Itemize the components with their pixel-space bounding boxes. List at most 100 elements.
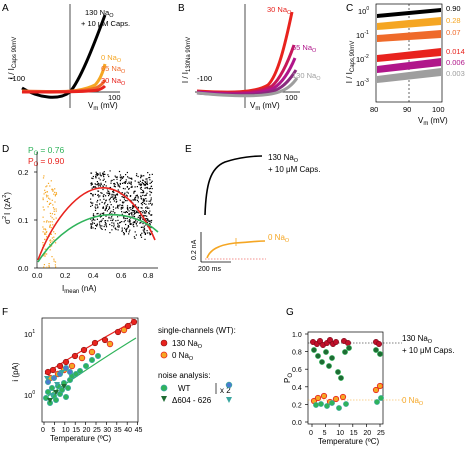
panel-d-scatter-point bbox=[124, 212, 126, 214]
panel-d-scatter-point bbox=[109, 223, 111, 226]
panel-d-scatter-point bbox=[96, 223, 98, 225]
panel-f-point-wt bbox=[89, 356, 96, 363]
panel-f-xticks: 0 5 10 15 20 25 30 35 40 45 bbox=[41, 422, 142, 434]
panel-d-scatter-point bbox=[122, 187, 124, 190]
panel-d-scatter-point bbox=[143, 198, 145, 200]
panel-d-scatter-point bbox=[117, 216, 119, 218]
panel-d-scatter-point bbox=[94, 193, 96, 195]
panel-d-scatter-point bbox=[114, 212, 116, 214]
panel-d-scatter-point bbox=[144, 180, 146, 183]
panel-c-letter: C bbox=[346, 3, 353, 14]
panel-d-scatter-point bbox=[131, 213, 133, 215]
panel-g-ytick-label: 1.0 bbox=[292, 332, 302, 339]
panel-d-scatter-point bbox=[92, 194, 94, 196]
panel-d-scatter-point-0na bbox=[48, 263, 50, 265]
panel-d-scatter-point bbox=[151, 188, 153, 190]
panel-c-ylabel: I / ICaps,90mV bbox=[345, 41, 356, 83]
panel-d-scatter-point bbox=[109, 211, 111, 214]
panel-d-scatter-point-0na bbox=[55, 242, 57, 244]
panel-c-ytick-1: 10-1 bbox=[356, 30, 369, 40]
panel-e-letter: E bbox=[185, 144, 192, 155]
panel-d-scatter-point bbox=[115, 228, 117, 231]
panel-g-ytick-label: 0.6 bbox=[292, 367, 302, 374]
panel-d-scatter-point bbox=[151, 180, 153, 182]
panel-d-scatter-point bbox=[98, 177, 100, 179]
panel-d-letter: D bbox=[2, 144, 9, 155]
panel-d-scatter-point bbox=[149, 202, 152, 204]
panel-d-scatter-point bbox=[98, 183, 100, 185]
panel-f-legend-x2-tri bbox=[226, 397, 232, 403]
panel-d-scatter-point bbox=[151, 204, 153, 206]
panel-d-scatter-point bbox=[130, 183, 132, 185]
panel-d-scatter-point bbox=[104, 229, 106, 231]
panel-d-scatter-point-0na bbox=[42, 231, 44, 233]
panel-d-scatter-point bbox=[119, 199, 121, 201]
panel-d-scatter-point bbox=[108, 199, 110, 201]
panel-d-scatter-point bbox=[130, 181, 132, 183]
panel-d-scatter-point bbox=[97, 190, 99, 192]
panel-f-xtick-label: 15 bbox=[72, 427, 80, 434]
panel-d-scatter-point bbox=[90, 205, 92, 207]
panel-d-scatter-point bbox=[148, 177, 150, 179]
panel-d-scatter-point bbox=[108, 190, 110, 193]
panel-d-scatter-point bbox=[133, 192, 135, 194]
panel-d-scatter-point bbox=[100, 215, 102, 217]
panel-a-label-0na: 0 NaO bbox=[101, 53, 122, 64]
panel-f-point-wt bbox=[49, 384, 56, 391]
panel-d-scatter-point bbox=[128, 210, 130, 212]
panel-d-scatter-point bbox=[144, 238, 146, 240]
panel-f-point-del-x2 bbox=[49, 393, 55, 398]
panel-d-scatter-point bbox=[103, 173, 105, 175]
panel-f-point-130na bbox=[71, 352, 79, 360]
panel-f-point-wt bbox=[95, 352, 102, 359]
panel-d-scatter-point-0na bbox=[55, 266, 57, 268]
panel-d-scatter-point bbox=[125, 174, 127, 176]
panel-d-scatter-point bbox=[126, 200, 128, 202]
panel-d-scatter-point bbox=[91, 182, 93, 184]
panel-d-scatter-point bbox=[132, 205, 134, 207]
panel-d-scatter-point bbox=[140, 174, 142, 176]
panel-d-scatter-point-0na bbox=[51, 199, 53, 201]
panel-d-scatter-point bbox=[110, 204, 112, 206]
panel-d-scatter-point-0na bbox=[49, 240, 51, 242]
panel-f-xtick-label: 10 bbox=[62, 427, 70, 434]
panel-d-scatter-point bbox=[143, 230, 145, 232]
panel-g-point-noise-0na bbox=[374, 399, 380, 405]
panel-d-scatter-point-0na bbox=[51, 213, 53, 215]
panel-d-scatter-point-0na bbox=[49, 243, 51, 245]
panel-d-scatter-point bbox=[100, 183, 102, 186]
panel-d-scatter-point bbox=[121, 211, 123, 213]
panel-d-scatter-point bbox=[128, 188, 130, 190]
panel-d-scatter-point bbox=[117, 222, 119, 224]
panel-d-scatter-point bbox=[149, 182, 151, 184]
panel-d-scatter-point-0na bbox=[52, 190, 54, 192]
panel-d-scatter-point bbox=[123, 201, 125, 203]
panel-d-scatter-point bbox=[147, 218, 149, 220]
panel-d-scatter-point bbox=[109, 198, 111, 200]
panel-d-scatter-point bbox=[92, 177, 94, 180]
panel-d-scatter-point bbox=[142, 194, 144, 196]
panel-a-label-30na: 30 NaO bbox=[101, 76, 126, 87]
panel-d-scatter-point-0na bbox=[45, 231, 47, 233]
panel-g-label-caps-extra: + 10 μM Caps. bbox=[402, 346, 454, 355]
panel-d-scatter-point bbox=[142, 212, 144, 214]
panel-d-scatter-point bbox=[131, 178, 133, 180]
panel-d-scatter-point bbox=[148, 212, 150, 214]
panel-d-scatter-point-0na bbox=[53, 260, 55, 262]
panel-d-scatter-point-0na bbox=[45, 186, 47, 188]
panel-d-scatter-point bbox=[149, 233, 151, 235]
panel-d-scatter-point bbox=[120, 178, 122, 180]
panel-e-label-0na: 0 NaO bbox=[268, 233, 290, 244]
panel-d-scatter-point-0na bbox=[49, 221, 51, 223]
panel-d-scatter-point bbox=[150, 197, 152, 199]
panel-d-scatter-point-0na bbox=[49, 212, 51, 214]
panel-d-scatter-point bbox=[135, 175, 138, 177]
panel-g-point-noise-0na bbox=[324, 403, 330, 409]
panel-d-scatter-point bbox=[149, 234, 151, 236]
panel-d-scatter-point bbox=[141, 207, 143, 209]
panel-d-scatter-point bbox=[113, 222, 115, 224]
panel-f-point-0na bbox=[120, 326, 128, 334]
panel-d-scatter-point bbox=[134, 204, 137, 206]
panel-d-scatter-point bbox=[115, 207, 117, 209]
